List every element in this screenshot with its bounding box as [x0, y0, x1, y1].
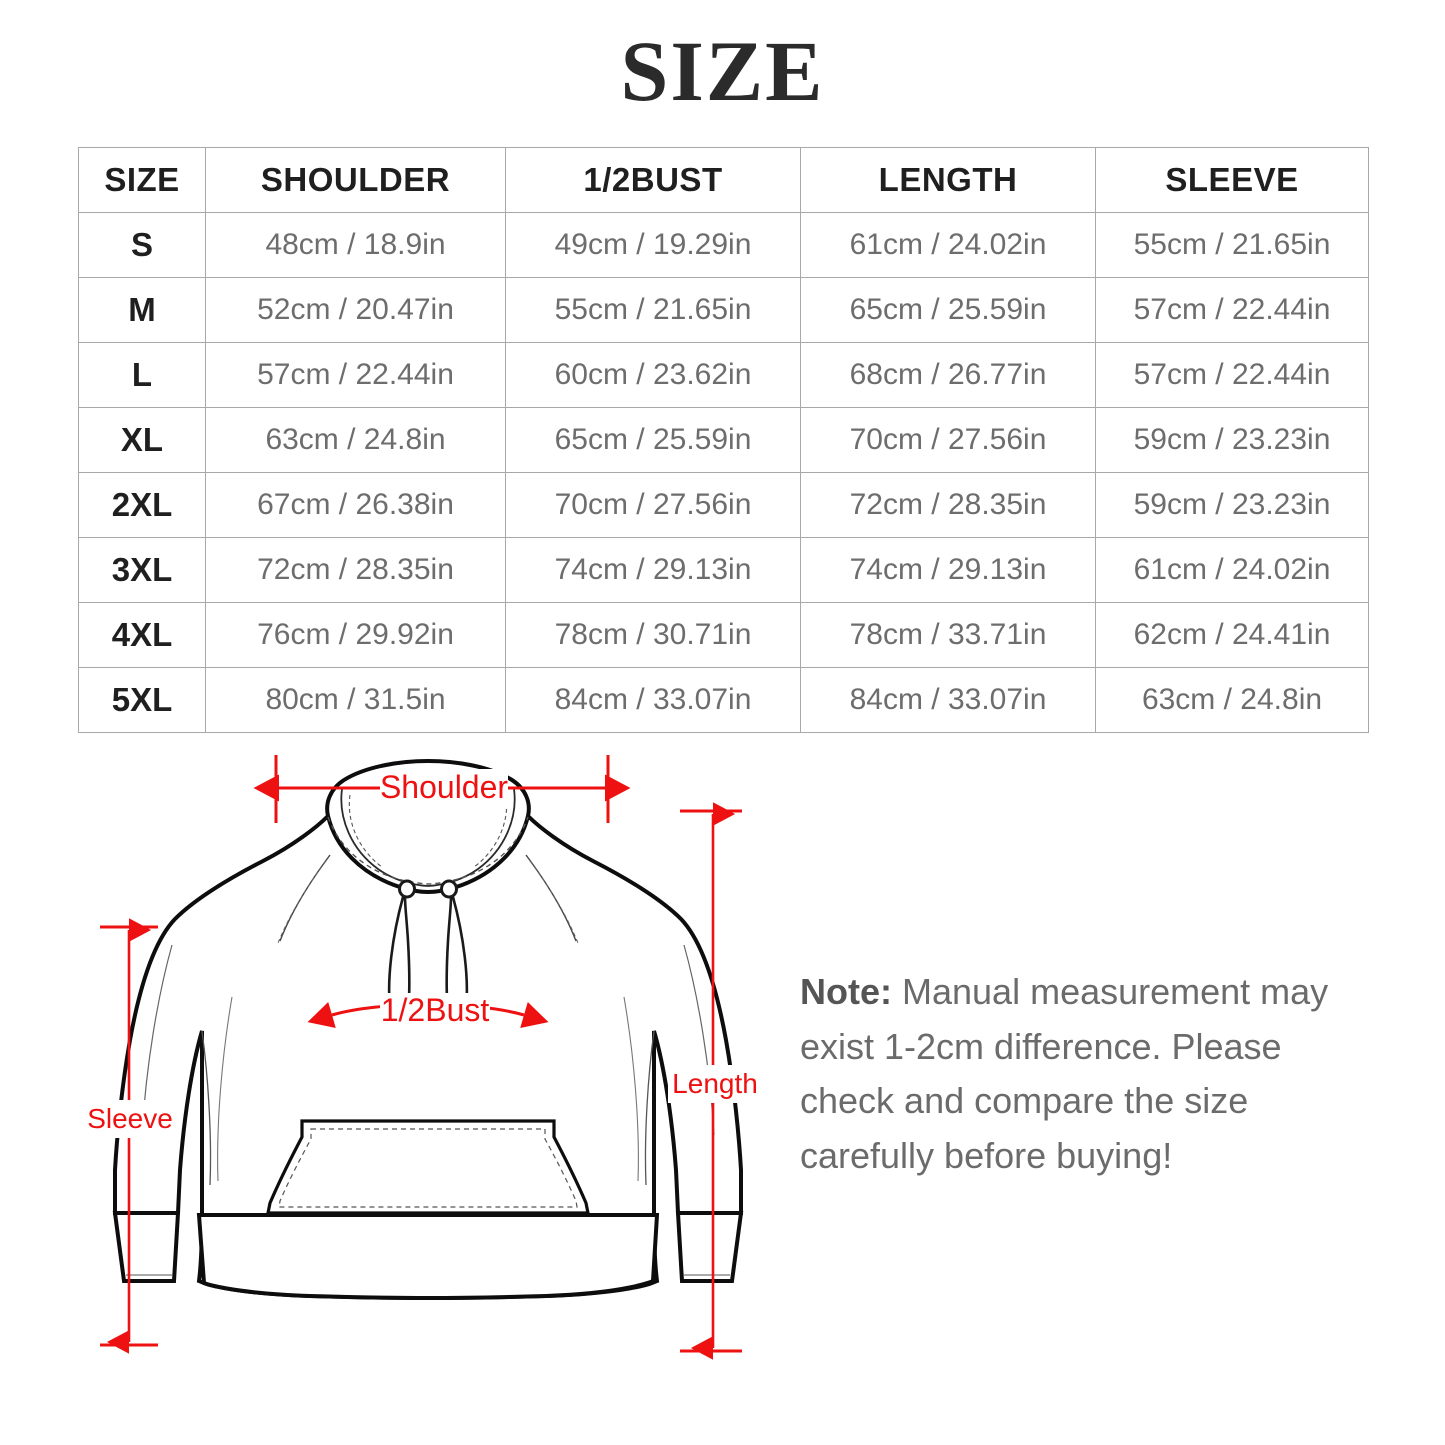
cell-shoulder: 67cm / 26.38in [205, 472, 506, 538]
column-header-bust: 1/2BUST [505, 147, 801, 213]
note-label: Note: [800, 971, 892, 1012]
kangaroo-pocket [266, 1119, 590, 1215]
cell-size: 3XL [78, 537, 206, 603]
cell-bust: 84cm / 33.07in [505, 667, 801, 733]
cell-bust: 65cm / 25.59in [505, 407, 801, 473]
measurement-note: Note: Manual measurement may exist 1-2cm… [800, 965, 1370, 1184]
cell-sleeve: 57cm / 22.44in [1095, 277, 1369, 343]
note-text: Manual measurement may exist 1-2cm diffe… [800, 971, 1329, 1177]
table-row: S 48cm / 18.9in 49cm / 19.29in 61cm / 24… [78, 212, 1369, 278]
size-chart-table: SIZE SHOULDER 1/2BUST LENGTH SLEEVE S 48… [78, 147, 1369, 733]
table-row: M 52cm / 20.47in 55cm / 21.65in 65cm / 2… [78, 277, 1369, 343]
table-row: 3XL 72cm / 28.35in 74cm / 29.13in 74cm /… [78, 537, 1369, 603]
measure-sleeve: Sleeve [87, 918, 173, 1354]
eyelet-left [398, 879, 416, 899]
cell-size: M [78, 277, 206, 343]
measure-label-length: Length [672, 1068, 758, 1099]
hoodie-measurement-diagram: Shoulder 1/2Bust Sleeve Length [80, 745, 770, 1385]
cell-shoulder: 63cm / 24.8in [205, 407, 506, 473]
cell-size: XL [78, 407, 206, 473]
cell-shoulder: 76cm / 29.92in [205, 602, 506, 668]
cell-bust: 70cm / 27.56in [505, 472, 801, 538]
table-row: L 57cm / 22.44in 60cm / 23.62in 68cm / 2… [78, 342, 1369, 408]
cell-sleeve: 61cm / 24.02in [1095, 537, 1369, 603]
cell-sleeve: 62cm / 24.41in [1095, 602, 1369, 668]
measure-label-shoulder: Shoulder [380, 769, 508, 805]
cell-size: 5XL [78, 667, 206, 733]
cell-bust: 60cm / 23.62in [505, 342, 801, 408]
measure-length: Length [668, 802, 762, 1360]
cell-size: S [78, 212, 206, 278]
cell-length: 78cm / 33.71in [800, 602, 1096, 668]
cuff-right [675, 1211, 744, 1283]
cell-length: 74cm / 29.13in [800, 537, 1096, 603]
neck-seam [327, 816, 529, 885]
table-row: 2XL 67cm / 26.38in 70cm / 27.56in 72cm /… [78, 472, 1369, 538]
bottom-hem-band [196, 1213, 660, 1301]
cell-size: 2XL [78, 472, 206, 538]
cell-length: 61cm / 24.02in [800, 212, 1096, 278]
side-seam-left [201, 1030, 212, 1186]
page-title: SIZE [620, 23, 825, 119]
table-row: 4XL 76cm / 29.92in 78cm / 30.71in 78cm /… [78, 602, 1369, 668]
cell-bust: 74cm / 29.13in [505, 537, 801, 603]
measure-shoulder: Shoulder [253, 755, 631, 823]
cell-size: L [78, 342, 206, 408]
cell-size: 4XL [78, 602, 206, 668]
cell-shoulder: 72cm / 28.35in [205, 537, 506, 603]
cell-shoulder: 52cm / 20.47in [205, 277, 506, 343]
cell-length: 70cm / 27.56in [800, 407, 1096, 473]
table-header-row: SIZE SHOULDER 1/2BUST LENGTH SLEEVE [78, 147, 1369, 213]
cell-sleeve: 55cm / 21.65in [1095, 212, 1369, 278]
cell-sleeve: 63cm / 24.8in [1095, 667, 1369, 733]
column-header-shoulder: SHOULDER [205, 147, 506, 213]
column-header-size: SIZE [78, 147, 206, 213]
cell-sleeve: 57cm / 22.44in [1095, 342, 1369, 408]
measure-label-sleeve: Sleeve [87, 1103, 173, 1134]
hoodie-illustration [112, 758, 744, 1301]
cell-shoulder: 48cm / 18.9in [205, 212, 506, 278]
side-seam-right [644, 1030, 655, 1186]
cell-shoulder: 57cm / 22.44in [205, 342, 506, 408]
cell-bust: 49cm / 19.29in [505, 212, 801, 278]
cell-bust: 78cm / 30.71in [505, 602, 801, 668]
table-row: XL 63cm / 24.8in 65cm / 25.59in 70cm / 2… [78, 407, 1369, 473]
cell-bust: 55cm / 21.65in [505, 277, 801, 343]
measure-label-bust: 1/2Bust [381, 992, 490, 1028]
cell-length: 65cm / 25.59in [800, 277, 1096, 343]
cell-length: 84cm / 33.07in [800, 667, 1096, 733]
cell-length: 68cm / 26.77in [800, 342, 1096, 408]
table-row: 5XL 80cm / 31.5in 84cm / 33.07in 84cm / … [78, 667, 1369, 733]
column-header-length: LENGTH [800, 147, 1096, 213]
eyelet-right [440, 879, 458, 899]
cell-length: 72cm / 28.35in [800, 472, 1096, 538]
cuff-left [112, 1211, 181, 1283]
cell-sleeve: 59cm / 23.23in [1095, 472, 1369, 538]
cell-shoulder: 80cm / 31.5in [205, 667, 506, 733]
cell-sleeve: 59cm / 23.23in [1095, 407, 1369, 473]
column-header-sleeve: SLEEVE [1095, 147, 1369, 213]
measure-bust: 1/2Bust [307, 992, 549, 1029]
